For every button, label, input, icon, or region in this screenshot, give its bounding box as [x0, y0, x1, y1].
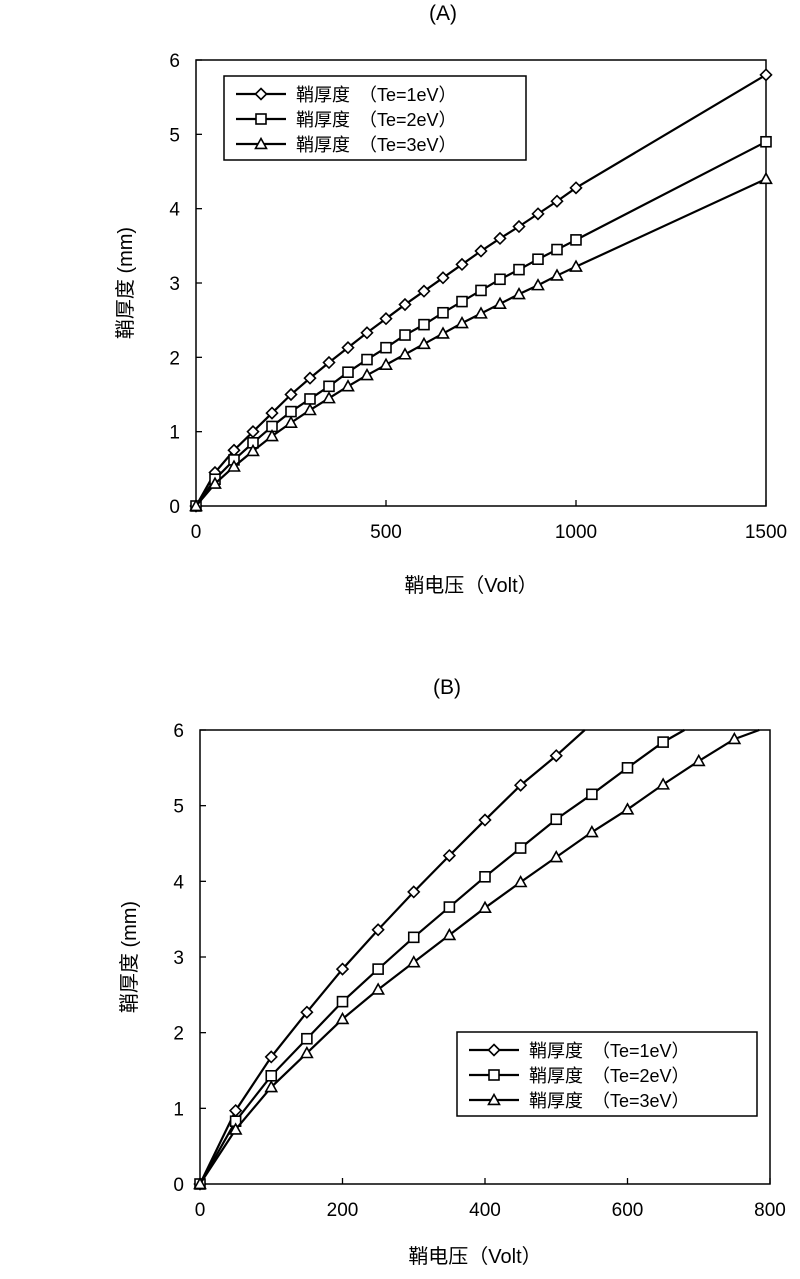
series-3-point	[305, 405, 316, 415]
series-2-point	[343, 367, 353, 377]
y-tick-label: 1	[173, 1099, 184, 1120]
legend-label: 鞘厚度 （Te=3eV）	[529, 1091, 690, 1111]
series-2-point	[409, 932, 419, 942]
series-2-point	[761, 137, 771, 147]
x-tick-label: 1500	[745, 522, 787, 543]
y-tick-label: 3	[169, 274, 180, 295]
series-2-point	[533, 254, 543, 264]
series-2-point	[587, 789, 597, 799]
series-3-point	[419, 338, 430, 348]
x-tick-label: 500	[370, 522, 402, 543]
series-3-point	[362, 370, 373, 380]
series-2-point	[551, 814, 561, 824]
y-tick-label: 6	[169, 51, 180, 72]
series-2-point	[658, 737, 668, 747]
chart-b: (B) 0 200 400 600 800 0 1 2 3 4 5 6 鞘电压（Volt） 鞘厚度 (mm)…	[0, 660, 800, 1279]
series-3-point	[438, 328, 449, 338]
y-tick-label: 4	[173, 872, 184, 893]
x-axis-title: 鞘电压（Volt）	[404, 574, 537, 597]
y-tick-label: 5	[173, 797, 184, 818]
y-tick-label: 5	[169, 125, 180, 146]
x-tick-label: 400	[469, 1200, 501, 1221]
series-2-point	[419, 320, 429, 330]
series-2-point	[373, 964, 383, 974]
x-axis-title: 鞘电压（Volt）	[408, 1245, 541, 1268]
series-2-point	[480, 872, 490, 882]
series-2-point	[623, 763, 633, 773]
y-tick-label: 2	[169, 348, 180, 369]
series-3-line	[196, 179, 766, 506]
series-2-point	[516, 843, 526, 853]
y-tick-label: 4	[169, 200, 180, 221]
series-2-point	[444, 902, 454, 912]
y-tick-label: 2	[173, 1024, 184, 1045]
y-tick-label: 0	[169, 497, 180, 518]
series-2-point	[438, 308, 448, 318]
legend-label: 鞘厚度 （Te=2eV）	[529, 1066, 690, 1086]
series-3-point	[457, 318, 468, 328]
series-3-point	[533, 280, 544, 290]
series-3-point	[693, 756, 704, 766]
x-tick-label: 0	[195, 1200, 206, 1221]
y-axis-title: 鞘厚度 (mm)	[114, 227, 137, 339]
x-tick-label: 1000	[555, 522, 597, 543]
series-2-point	[286, 407, 296, 417]
y-tick-label: 6	[173, 721, 184, 742]
series-3-point	[658, 779, 669, 789]
series-3-point	[761, 173, 772, 183]
series-2-point	[400, 330, 410, 340]
chart-a: (A) 0 500 1000 1500 0 1 2 3 4 5 6 鞘电压（Volt） 鞘厚度 (mm) 鞘…	[0, 0, 800, 650]
y-tick-label: 3	[173, 948, 184, 969]
series-3-point	[571, 261, 582, 271]
panel-title: (B)	[433, 676, 461, 699]
x-tick-label: 0	[191, 522, 202, 543]
series-3-point	[552, 270, 563, 280]
legend-label: 鞘厚度 （Te=1eV）	[529, 1041, 690, 1061]
series-3-point	[495, 298, 506, 308]
x-tick-label: 600	[612, 1200, 644, 1221]
series-2-point	[552, 245, 562, 255]
series-2-point	[362, 355, 372, 365]
series-3-point	[381, 359, 392, 369]
series-2-point	[324, 381, 334, 391]
legend-label: 鞘厚度 （Te=3eV）	[296, 135, 457, 155]
series-3-point	[586, 827, 597, 837]
series-2-point	[338, 997, 348, 1007]
series-2	[191, 137, 771, 511]
series-2-point	[514, 265, 524, 275]
y-tick-label: 0	[173, 1175, 184, 1196]
series-3	[195, 730, 760, 1188]
series-2-point	[571, 235, 581, 245]
panel-title: (A)	[429, 2, 457, 25]
series-2-point	[381, 343, 391, 353]
series-3-point	[400, 349, 411, 359]
y-axis-title: 鞘厚度 (mm)	[118, 901, 141, 1013]
legend-label: 鞘厚度 （Te=1eV）	[296, 85, 457, 105]
series-3	[191, 173, 772, 510]
series-2-point	[302, 1034, 312, 1044]
series-2-point	[457, 297, 467, 307]
series-3-point	[286, 417, 297, 427]
series-2-line	[196, 142, 766, 506]
series-2	[195, 730, 685, 1189]
series-3-point	[514, 289, 525, 299]
legend: 鞘厚度 （Te=1eV） 鞘厚度 （Te=2eV） 鞘厚度 （Te=3eV）	[457, 1032, 757, 1116]
series-2-point	[495, 274, 505, 284]
x-tick-label: 800	[754, 1200, 786, 1221]
series-3-point	[324, 393, 335, 403]
legend-marker	[256, 114, 266, 124]
legend-label: 鞘厚度 （Te=2eV）	[296, 110, 457, 130]
series-2-point	[266, 1071, 276, 1081]
legend: 鞘厚度 （Te=1eV） 鞘厚度 （Te=2eV） 鞘厚度 （Te=3eV）	[224, 76, 526, 160]
y-tick-label: 1	[169, 423, 180, 444]
x-tick-label: 200	[327, 1200, 359, 1221]
legend-marker	[489, 1070, 499, 1080]
series-3-point	[343, 381, 354, 391]
series-2-point	[476, 285, 486, 295]
series-3-point	[476, 308, 487, 318]
series-1-point	[761, 69, 772, 80]
series-2-point	[305, 394, 315, 404]
